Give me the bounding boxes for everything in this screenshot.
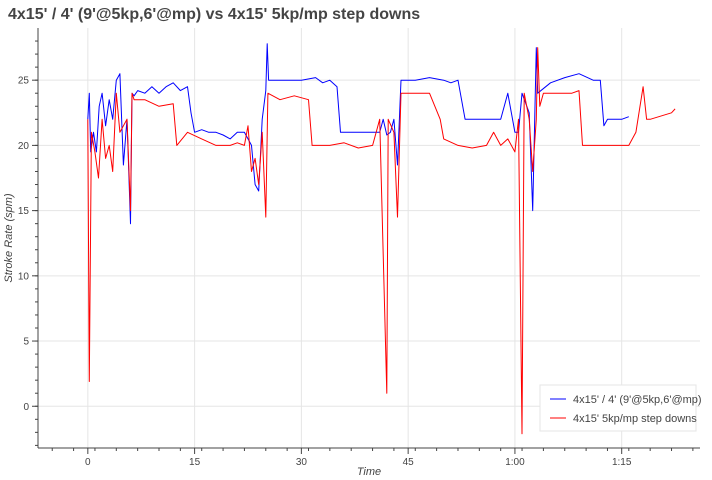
y-tick-label: 20 (18, 141, 30, 152)
series-line-2 (87, 47, 676, 435)
x-tick-label: 45 (403, 457, 415, 468)
legend: 4x15' / 4' (9'@5kp,6'@mp) 4x15' 5kp/mp st… (539, 384, 702, 432)
x-tick-label: 15 (189, 457, 201, 468)
y-tick-label: 15 (18, 206, 30, 217)
y-tick-label: 25 (18, 76, 30, 87)
x-tick-label: 30 (296, 457, 308, 468)
legend-box (539, 384, 697, 432)
y-tick-label: 0 (23, 402, 29, 413)
y-tick-label: 5 (23, 337, 29, 348)
series-layer (87, 43, 676, 435)
y-tick-label: 10 (18, 271, 30, 282)
series-line-1 (87, 43, 629, 225)
y-axis-title: Stroke Rate (spm) (3, 193, 15, 283)
x-tick-label: 1:00 (505, 457, 525, 468)
legend-label-2: 4x15' 5kp/mp step downs (573, 413, 697, 425)
chart-title: 4x15' / 4' (9'@5kp,6'@mp) vs 4x15' 5kp/m… (8, 6, 421, 23)
x-tick-label: 0 (85, 457, 91, 468)
x-tick-label: 1:15 (612, 457, 632, 468)
y-axis-ticks: 0 5 10 15 20 25 (18, 76, 38, 413)
legend-label-1: 4x15' / 4' (9'@5kp,6'@mp) (573, 394, 702, 406)
x-axis-ticks: 0 15 30 45 1:00 1:15 (85, 448, 632, 468)
x-axis-title: Time (357, 466, 381, 478)
